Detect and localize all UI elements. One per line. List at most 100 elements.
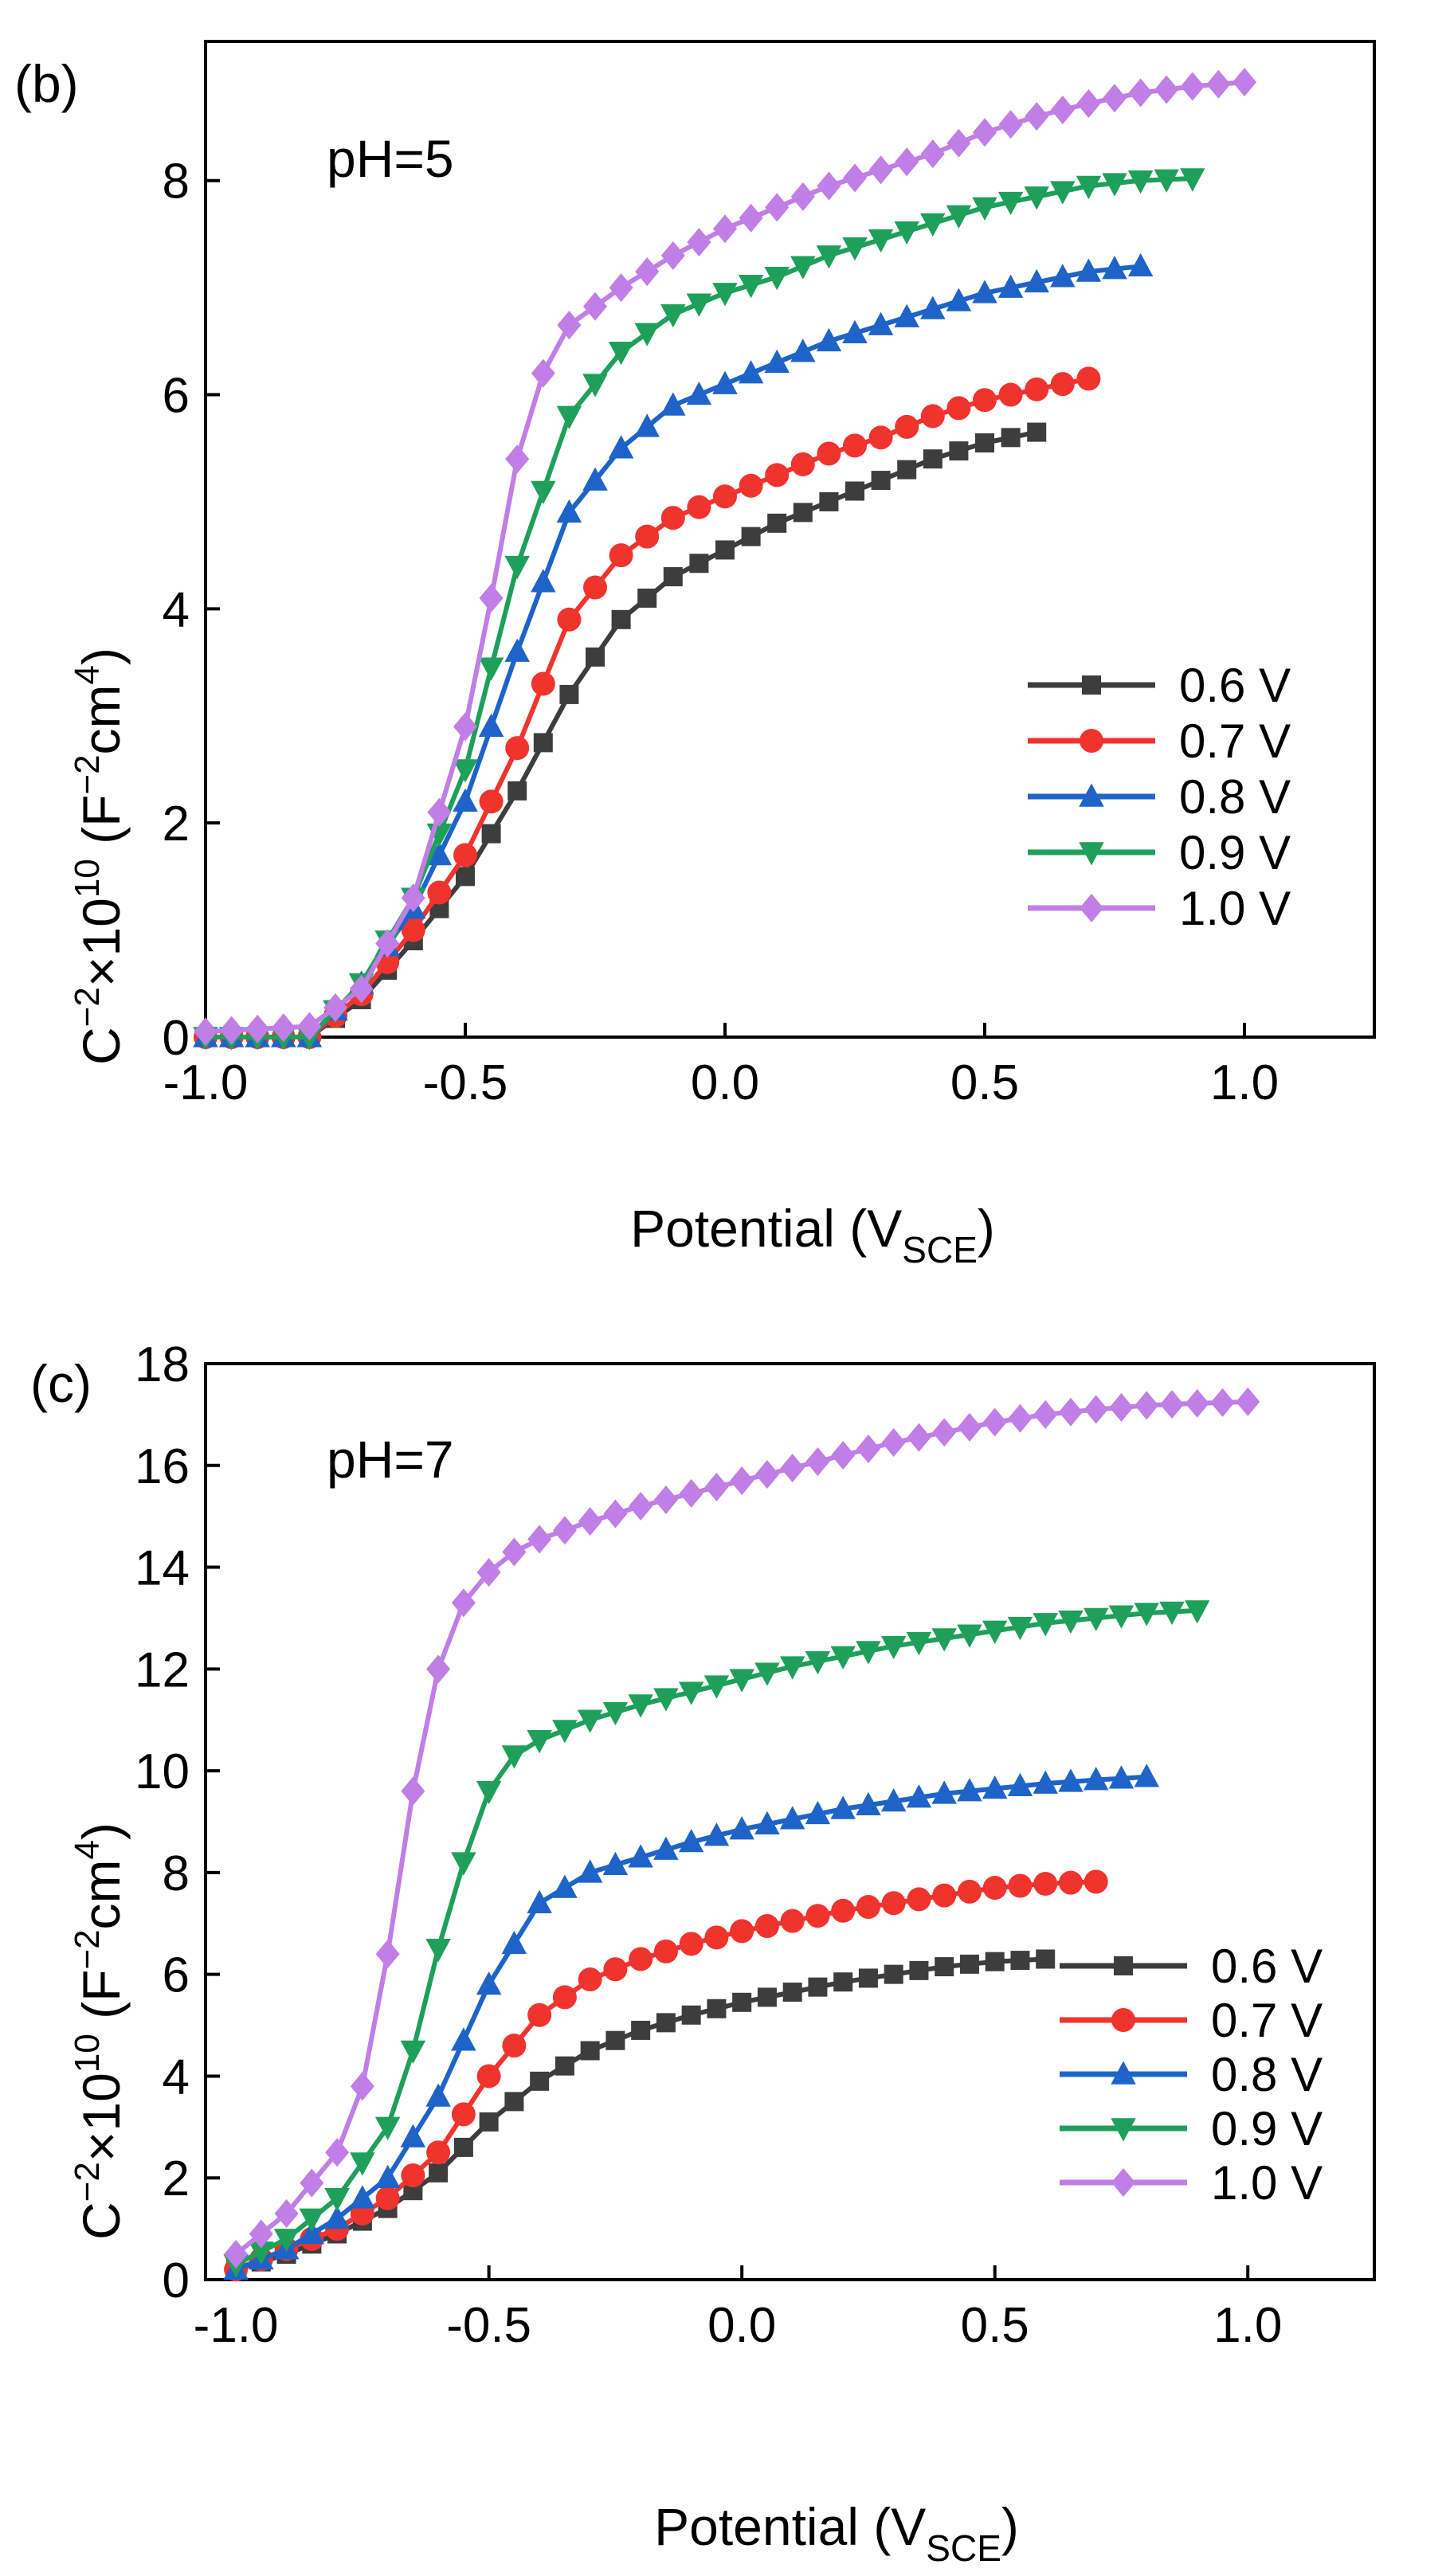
data-point bbox=[1109, 1392, 1134, 1422]
data-point bbox=[687, 228, 711, 257]
data-point bbox=[1033, 1400, 1058, 1429]
data-point bbox=[1033, 1871, 1058, 1896]
data-point bbox=[476, 1780, 502, 1805]
data-point bbox=[1127, 253, 1154, 277]
legend-marker bbox=[1111, 2061, 1136, 2085]
data-point bbox=[830, 1646, 856, 1670]
x-tick-label: -1.0 bbox=[194, 2298, 279, 2353]
panel-label: (c) bbox=[30, 1354, 92, 1413]
data-point bbox=[478, 657, 504, 681]
data-point bbox=[765, 193, 790, 222]
data-point bbox=[957, 1778, 982, 1802]
x-tick-label: 1.0 bbox=[1213, 2298, 1282, 2353]
data-point bbox=[765, 463, 790, 487]
data-point bbox=[982, 1407, 1007, 1437]
data-point bbox=[739, 203, 763, 233]
y-tick-label: 14 bbox=[135, 1541, 190, 1596]
data-point bbox=[1033, 1613, 1058, 1637]
legend-marker bbox=[1111, 2008, 1135, 2032]
data-point bbox=[686, 293, 712, 317]
y-tick-label: 6 bbox=[163, 1948, 190, 2003]
data-point bbox=[790, 256, 816, 280]
data-point bbox=[946, 288, 972, 311]
data-point bbox=[653, 1688, 679, 1712]
data-point bbox=[1008, 1403, 1033, 1433]
data-point bbox=[1185, 1388, 1209, 1418]
data-point bbox=[681, 2005, 701, 2025]
data-point bbox=[1076, 366, 1101, 391]
data-point bbox=[401, 2163, 425, 2188]
data-point bbox=[678, 1829, 704, 1853]
x-tick-label: -0.5 bbox=[423, 1055, 508, 1110]
data-point bbox=[628, 1844, 653, 1868]
series-0-6V bbox=[196, 422, 1047, 1047]
data-point bbox=[559, 684, 579, 704]
legend-label: 0.6 V bbox=[1211, 1940, 1323, 1993]
data-point bbox=[478, 713, 504, 737]
data-point bbox=[957, 1624, 982, 1648]
data-point bbox=[552, 1516, 577, 1545]
data-point bbox=[1102, 173, 1127, 197]
data-point bbox=[1001, 428, 1021, 448]
data-point bbox=[1102, 256, 1127, 280]
legend-marker bbox=[1114, 1956, 1133, 1975]
data-point bbox=[374, 2164, 401, 2188]
data-point bbox=[552, 1985, 577, 2010]
data-point bbox=[602, 1851, 629, 1876]
legend: 0.6 V0.7 V0.8 V0.9 V1.0 V bbox=[1028, 659, 1291, 935]
data-point bbox=[920, 213, 946, 237]
data-point bbox=[634, 323, 660, 346]
data-point bbox=[653, 1485, 678, 1514]
data-point bbox=[881, 1891, 906, 1916]
data-point bbox=[730, 1466, 754, 1495]
legend-marker bbox=[1080, 729, 1103, 753]
data-point bbox=[476, 2064, 501, 2089]
data-point bbox=[906, 1784, 932, 1808]
data-point bbox=[401, 883, 425, 913]
data-point bbox=[426, 2140, 451, 2165]
y-tick-label: 10 bbox=[135, 1744, 190, 1799]
data-point bbox=[602, 1701, 629, 1726]
data-point bbox=[1025, 102, 1049, 131]
data-point bbox=[957, 1412, 982, 1442]
data-point bbox=[931, 1628, 957, 1652]
y-tick-label: 2 bbox=[163, 797, 190, 851]
series-1-0V bbox=[194, 68, 1256, 1047]
data-point bbox=[533, 733, 553, 753]
data-point bbox=[578, 1967, 602, 1992]
data-point bbox=[578, 1507, 602, 1537]
data-point bbox=[299, 2221, 325, 2245]
data-point bbox=[609, 273, 633, 303]
data-point bbox=[1210, 1388, 1235, 1417]
data-point bbox=[754, 1459, 779, 1489]
data-point bbox=[427, 880, 452, 905]
data-point bbox=[949, 441, 969, 461]
data-point bbox=[297, 1012, 322, 1041]
data-point bbox=[507, 781, 527, 801]
data-point bbox=[909, 1960, 929, 1980]
data-point bbox=[871, 471, 891, 491]
data-point bbox=[502, 1537, 527, 1567]
data-point bbox=[712, 283, 738, 307]
data-point bbox=[481, 824, 501, 844]
data-point bbox=[730, 1919, 754, 1944]
data-point bbox=[603, 1957, 628, 1982]
data-point bbox=[631, 2020, 651, 2040]
data-point bbox=[425, 2083, 451, 2107]
data-point bbox=[782, 1983, 802, 2002]
data-point bbox=[1236, 1387, 1260, 1416]
data-point bbox=[780, 1909, 805, 1933]
legend-item: 1.0 V bbox=[1028, 882, 1291, 935]
data-point bbox=[453, 843, 477, 867]
data-point bbox=[982, 1620, 1008, 1644]
data-point bbox=[780, 1453, 805, 1482]
data-point bbox=[754, 1662, 780, 1686]
series-0-7V bbox=[194, 366, 1101, 1049]
legend-label: 0.8 V bbox=[1211, 2048, 1323, 2101]
data-point bbox=[249, 2241, 274, 2265]
data-point bbox=[502, 2034, 527, 2058]
data-point bbox=[1027, 422, 1047, 442]
x-tick-label: 0.0 bbox=[707, 2298, 776, 2353]
data-point bbox=[1134, 1603, 1159, 1627]
data-point bbox=[271, 1013, 296, 1043]
